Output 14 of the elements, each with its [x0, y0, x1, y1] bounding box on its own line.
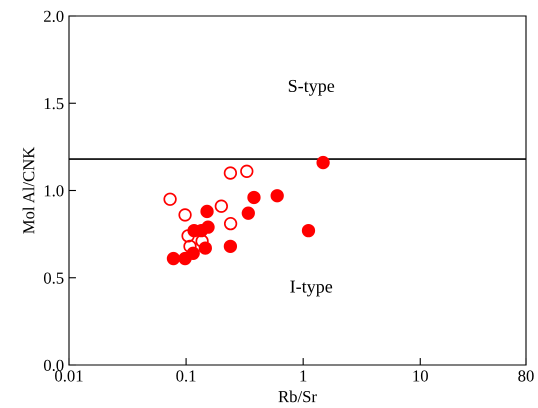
y-tick-label: 0.0	[44, 360, 64, 372]
y-axis-title: Mol Al/CNK	[22, 146, 34, 234]
x-tick-label: 1	[300, 370, 306, 382]
y-tick-label: 2.0	[44, 10, 64, 22]
annotation: S-type	[288, 80, 334, 96]
x-tick-label: 0.1	[176, 370, 196, 382]
y-tick-label: 0.5	[44, 272, 64, 284]
x-tick-label: 80	[518, 370, 534, 382]
y-tick-label: 1.0	[44, 185, 64, 197]
x-axis-title: Rb/Sr	[278, 390, 317, 402]
x-tick-label: 0.01	[55, 370, 83, 382]
x-tick-label: 10	[413, 370, 428, 382]
annotation: I-type	[290, 280, 332, 296]
y-tick-label: 1.5	[44, 98, 64, 110]
